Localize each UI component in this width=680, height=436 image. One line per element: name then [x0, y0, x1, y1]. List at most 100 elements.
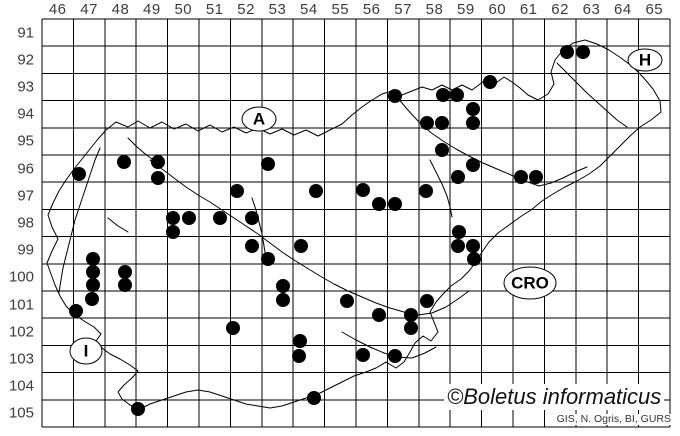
occurrence-dot: [261, 157, 275, 171]
col-label-47: 47: [80, 1, 98, 18]
row-label-102: 102: [8, 323, 34, 341]
occurrence-dot: [466, 102, 480, 116]
occurrence-dot: [452, 225, 466, 239]
occurrence-dot: [166, 225, 180, 239]
occurrence-dot: [294, 239, 308, 253]
row-label-93: 93: [17, 78, 34, 96]
row-label-105: 105: [8, 404, 34, 422]
occurrence-dot: [436, 88, 450, 102]
occurrence-dot: [85, 292, 99, 306]
country-ellipse-h: [627, 48, 663, 72]
col-label-61: 61: [519, 1, 538, 18]
col-label-51: 51: [205, 1, 224, 18]
col-label-48: 48: [111, 1, 130, 18]
grid-lines: [41, 18, 671, 428]
row-label-101: 101: [8, 296, 34, 314]
occurrence-dot: [307, 391, 321, 405]
occurrence-dot: [529, 170, 543, 184]
row-label-103: 103: [8, 350, 34, 368]
occurrence-dot: [419, 184, 433, 198]
occurrence-dot: [451, 170, 465, 184]
row-label-91: 91: [17, 24, 34, 42]
occurrence-dot: [309, 184, 323, 198]
occurrence-dot: [117, 155, 131, 169]
occurrence-dot: [388, 197, 402, 211]
occurrence-dot: [72, 167, 86, 181]
occurrence-dot: [467, 252, 481, 266]
occurrence-dot: [466, 239, 480, 253]
row-label-104: 104: [8, 377, 34, 395]
occurrence-dot: [230, 184, 244, 198]
watermark: ©Boletus informaticus: [444, 384, 665, 410]
occurrence-dot: [292, 349, 306, 363]
col-label-57: 57: [394, 1, 412, 18]
occurrence-dot: [276, 279, 290, 293]
col-label-50: 50: [174, 1, 193, 18]
row-label-100: 100: [8, 268, 34, 286]
occurrence-dot: [466, 116, 480, 130]
row-label-99: 99: [17, 241, 34, 259]
country-ellipse-cro: [503, 266, 557, 300]
occurrence-dot: [560, 45, 574, 59]
occurrence-dot: [166, 211, 180, 225]
col-label-58: 58: [425, 1, 444, 18]
occurrence-dot: [118, 278, 132, 292]
row-label-97: 97: [17, 187, 34, 205]
country-ellipse-a: [241, 106, 277, 132]
occurrence-dot: [131, 402, 145, 416]
row-label-96: 96: [17, 160, 34, 178]
occurrence-dot: [86, 278, 100, 292]
col-label-63: 63: [582, 1, 601, 18]
col-label-56: 56: [362, 1, 381, 18]
col-label-52: 52: [237, 1, 255, 18]
occurrence-dot: [420, 116, 434, 130]
occurrence-dot: [451, 239, 465, 253]
occurrence-dot: [245, 239, 259, 253]
row-label-98: 98: [17, 214, 34, 232]
occurrence-dot: [213, 211, 227, 225]
occurrence-dot: [356, 348, 370, 362]
col-label-60: 60: [488, 1, 507, 18]
country-label-h: H: [639, 51, 651, 70]
occurrence-dot: [576, 45, 590, 59]
col-label-65: 65: [645, 1, 664, 18]
occurrence-dot: [388, 89, 402, 103]
col-label-54: 54: [300, 1, 318, 18]
row-label-95: 95: [17, 132, 34, 150]
occurrence-dot: [86, 265, 100, 279]
col-label-49: 49: [143, 1, 161, 18]
occurrence-dot: [372, 308, 386, 322]
occurrence-dot: [466, 158, 480, 172]
occurrence-dot: [293, 334, 307, 348]
col-label-59: 59: [457, 1, 475, 18]
occurrence-dot: [86, 252, 100, 266]
occurrence-dot: [404, 321, 418, 335]
occurrence-dot: [182, 211, 196, 225]
occurrence-dot: [340, 294, 354, 308]
slovenia-outline: [46, 39, 662, 410]
occurrence-dot: [514, 170, 528, 184]
occurrence-dot: [372, 197, 386, 211]
row-label-92: 92: [17, 51, 34, 69]
col-label-64: 64: [614, 1, 632, 18]
occurrence-dot: [261, 252, 275, 266]
occurrence-dot: [356, 183, 370, 197]
credit-line: GIS, N. Ogris, BI, GURS: [555, 413, 672, 425]
col-label-46: 46: [48, 1, 67, 18]
country-border: [46, 39, 662, 410]
occurrence-dot: [226, 321, 240, 335]
occurrence-dot: [151, 171, 165, 185]
row-label-94: 94: [17, 105, 34, 123]
occurrence-dot: [388, 349, 402, 363]
occurrence-dot: [435, 116, 449, 130]
country-labels: A H CRO I: [69, 48, 663, 365]
occurrence-dot: [69, 304, 83, 318]
country-label-cro: CRO: [511, 274, 549, 293]
country-label-a: A: [253, 110, 265, 129]
occurrence-dots: [69, 45, 590, 416]
occurrence-dot: [420, 294, 434, 308]
country-ellipse-i: [69, 337, 103, 365]
country-label-i: I: [84, 342, 89, 361]
